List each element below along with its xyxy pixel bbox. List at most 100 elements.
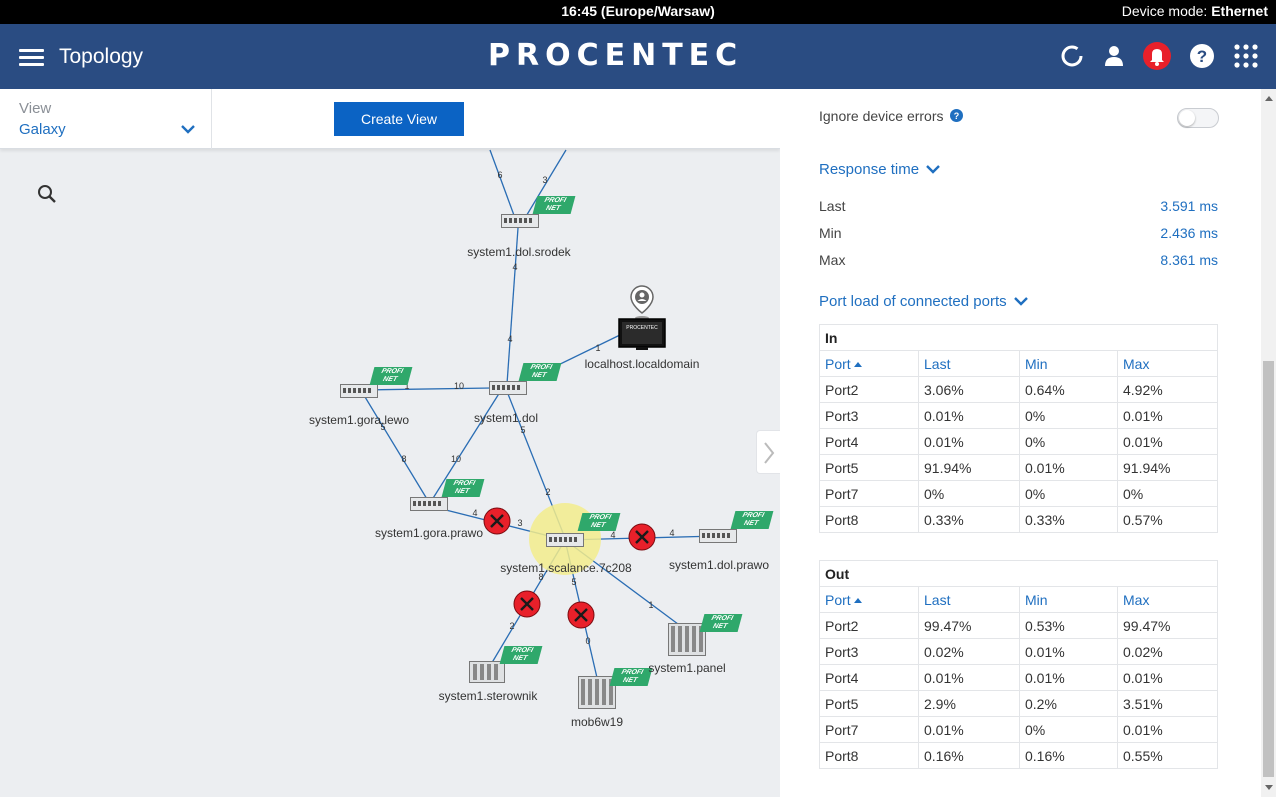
table-row: Port3 0.02% 0.01% 0.02% — [819, 638, 1218, 665]
node-label[interactable]: system1.dol.prawo — [668, 558, 770, 572]
node-label[interactable]: localhost.localdomain — [584, 357, 700, 371]
value-cell: 0.64% — [1019, 376, 1118, 403]
table-caption: In — [819, 324, 1218, 351]
value-cell: 91.94% — [1117, 454, 1218, 481]
menu-icon[interactable] — [19, 49, 44, 67]
apps-grid-icon[interactable] — [1233, 43, 1259, 69]
port-cell: Port8 — [819, 506, 919, 533]
table-row: Port8 0.33% 0.33% 0.57% — [819, 506, 1218, 533]
table-row: Port8 0.16% 0.16% 0.55% — [819, 742, 1218, 769]
node-label[interactable]: system1.dol.srodek — [467, 245, 571, 259]
port-cell: Port2 — [819, 612, 919, 639]
node-label[interactable]: system1.sterownik — [438, 689, 538, 703]
panel-scrollbar[interactable] — [1261, 89, 1276, 797]
topology-canvas[interactable]: 6 3 4 4 1 2 1 10 5 5 8 10 2 4 3 4 4 8 5 … — [0, 149, 780, 797]
app-header: Topology PROCENTEC ? — [0, 24, 1276, 89]
create-view-button[interactable]: Create View — [334, 102, 464, 136]
sync-icon[interactable] — [1059, 43, 1085, 69]
value-cell: 0% — [1117, 480, 1218, 507]
profinet-badge: PROFI NET — [499, 646, 543, 664]
sort-asc-icon — [853, 597, 862, 603]
bell-icon[interactable] — [1143, 42, 1171, 70]
value-cell: 0.01% — [1019, 454, 1118, 481]
column-header-port[interactable]: Port — [819, 586, 919, 613]
response-time-toggle[interactable]: Response time — [819, 161, 941, 178]
value-cell: 0.53% — [1019, 612, 1118, 639]
port-cell: Port4 — [819, 428, 919, 455]
rt-max-value: 8.361 ms — [1160, 252, 1218, 268]
help-icon[interactable]: ? — [1189, 43, 1215, 69]
switch-icon[interactable] — [489, 381, 527, 395]
value-cell: 3.06% — [918, 376, 1020, 403]
table-row: Port3 0.01% 0% 0.01% — [819, 402, 1218, 429]
search-icon[interactable] — [37, 184, 57, 204]
node-label[interactable]: system1.panel — [648, 661, 726, 675]
profinet-badge: PROFI NET — [609, 668, 653, 686]
response-time-title: Response time — [819, 161, 920, 178]
switch-icon[interactable] — [501, 214, 539, 228]
ignore-errors-toggle[interactable] — [1177, 108, 1219, 128]
io-module-icon[interactable] — [668, 619, 706, 657]
value-cell: 0.16% — [1019, 742, 1118, 769]
scroll-up-icon[interactable] — [1265, 96, 1273, 101]
switch-icon[interactable] — [410, 497, 448, 511]
column-header-last[interactable]: Last — [918, 350, 1020, 377]
column-header-last[interactable]: Last — [918, 586, 1020, 613]
help-icon[interactable]: ? — [950, 109, 964, 122]
value-cell: 91.94% — [918, 454, 1020, 481]
port-cell: Port7 — [819, 716, 919, 743]
rt-last-value: 3.591 ms — [1160, 198, 1218, 214]
switch-icon[interactable] — [340, 384, 378, 398]
node-label[interactable]: system1.gora.prawo — [374, 526, 484, 540]
rt-max-label: Max — [819, 252, 846, 268]
column-header-max[interactable]: Max — [1117, 350, 1218, 377]
svg-text:?: ? — [1197, 47, 1207, 66]
scroll-thumb[interactable] — [1263, 361, 1274, 777]
column-header-min[interactable]: Min — [1019, 586, 1118, 613]
error-icon[interactable] — [483, 507, 511, 535]
controller-icon[interactable] — [469, 659, 505, 683]
port-cell: Port5 — [819, 690, 919, 717]
node-label[interactable]: system1.dol — [473, 411, 539, 425]
panel-collapse-tab[interactable] — [756, 430, 781, 474]
switch-icon[interactable] — [699, 529, 737, 543]
error-icon[interactable] — [567, 601, 595, 629]
error-icon[interactable] — [628, 523, 656, 551]
value-cell: 0.02% — [1117, 638, 1218, 665]
value-cell: 99.47% — [1117, 612, 1218, 639]
port-cell: Port7 — [819, 480, 919, 507]
user-icon[interactable] — [1101, 43, 1127, 69]
port-cell: Port3 — [819, 402, 919, 429]
port-cell: Port5 — [819, 454, 919, 481]
switch-icon[interactable] — [546, 533, 584, 547]
location-pin-icon — [630, 285, 654, 320]
value-cell: 2.9% — [918, 690, 1020, 717]
value-cell: 0.33% — [918, 506, 1020, 533]
chevron-down-icon[interactable] — [181, 124, 195, 134]
clock: 16:45 (Europe/Warsaw) — [561, 3, 715, 19]
value-cell: 0.01% — [1117, 402, 1218, 429]
table-row: Port4 0.01% 0.01% 0.01% — [819, 664, 1218, 691]
port-load-toggle[interactable]: Port load of connected ports — [819, 293, 1028, 310]
value-cell: 0.55% — [1117, 742, 1218, 769]
value-cell: 0.01% — [1117, 716, 1218, 743]
rt-last-label: Last — [819, 198, 846, 214]
column-header-max[interactable]: Max — [1117, 586, 1218, 613]
error-icon[interactable] — [513, 590, 541, 618]
value-cell: 0.16% — [918, 742, 1020, 769]
node-label[interactable]: system1.scalance.7c208 — [500, 561, 632, 575]
scroll-down-icon[interactable] — [1265, 785, 1273, 790]
device-mode-value: Ethernet — [1211, 3, 1268, 19]
value-cell: 0.01% — [918, 664, 1020, 691]
node-label[interactable]: system1.gora.lewo — [308, 413, 410, 427]
device-mode-label: Device mode: — [1121, 3, 1212, 19]
value-cell: 0% — [1019, 716, 1118, 743]
table-row: Port4 0.01% 0% 0.01% — [819, 428, 1218, 455]
view-select[interactable]: Galaxy — [19, 121, 66, 138]
column-header-min[interactable]: Min — [1019, 350, 1118, 377]
column-header-port[interactable]: Port — [819, 350, 919, 377]
io-module-icon[interactable] — [578, 672, 616, 710]
pc-icon[interactable]: PROCENTEC — [618, 318, 666, 350]
node-label[interactable]: mob6w19 — [570, 715, 624, 729]
value-cell: 99.47% — [918, 612, 1020, 639]
